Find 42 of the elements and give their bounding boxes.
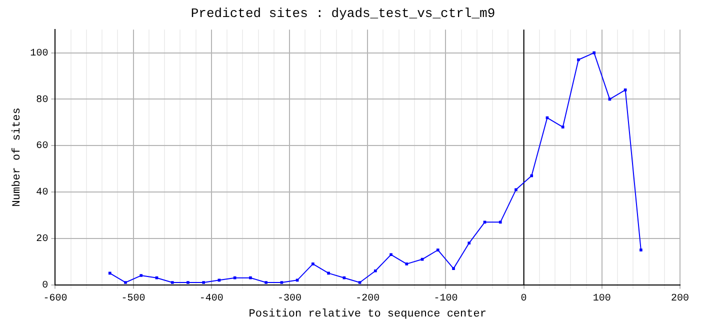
point xyxy=(483,220,486,224)
y-tick-label: 100 xyxy=(30,48,48,60)
point xyxy=(155,276,158,280)
x-tick-label: 0 xyxy=(520,293,527,304)
point xyxy=(530,174,534,178)
y-tick-label: 40 xyxy=(36,188,48,199)
x-tick-label: -300 xyxy=(277,293,302,304)
point xyxy=(358,281,362,284)
y-tick-label: 20 xyxy=(36,234,48,246)
point xyxy=(624,88,627,92)
point xyxy=(592,51,596,54)
point xyxy=(405,262,408,266)
point xyxy=(577,58,580,62)
point xyxy=(561,126,564,128)
chart-title: Predicted sites : dyads_test_vs_ctrl_m9 xyxy=(190,6,496,22)
x-tick-label: -600 xyxy=(43,293,68,304)
y-axis-title: Number of sites xyxy=(12,108,24,207)
x-tick-label: -400 xyxy=(199,293,224,304)
x-tick-label: -200 xyxy=(356,293,380,304)
y-tick-label: 0 xyxy=(42,280,48,292)
point xyxy=(170,281,174,284)
point xyxy=(436,248,440,252)
x-tick-label: -100 xyxy=(434,293,458,304)
point xyxy=(280,281,284,284)
point xyxy=(498,220,502,224)
point xyxy=(327,272,330,275)
x-tick-label: 200 xyxy=(670,293,690,304)
x-tick-label: 100 xyxy=(592,293,611,304)
point xyxy=(468,242,471,244)
y-tick-label: 60 xyxy=(36,141,48,152)
point xyxy=(108,272,112,275)
x-axis-title: Position relative to sequence center xyxy=(248,308,486,320)
y-tick-label: 80 xyxy=(36,94,48,106)
point xyxy=(218,278,221,282)
point xyxy=(514,188,518,192)
point xyxy=(640,248,642,252)
point xyxy=(296,278,299,282)
point xyxy=(342,276,346,280)
point xyxy=(140,274,143,277)
x-tick-label: -500 xyxy=(121,293,146,304)
point xyxy=(249,276,252,280)
point xyxy=(233,276,236,280)
